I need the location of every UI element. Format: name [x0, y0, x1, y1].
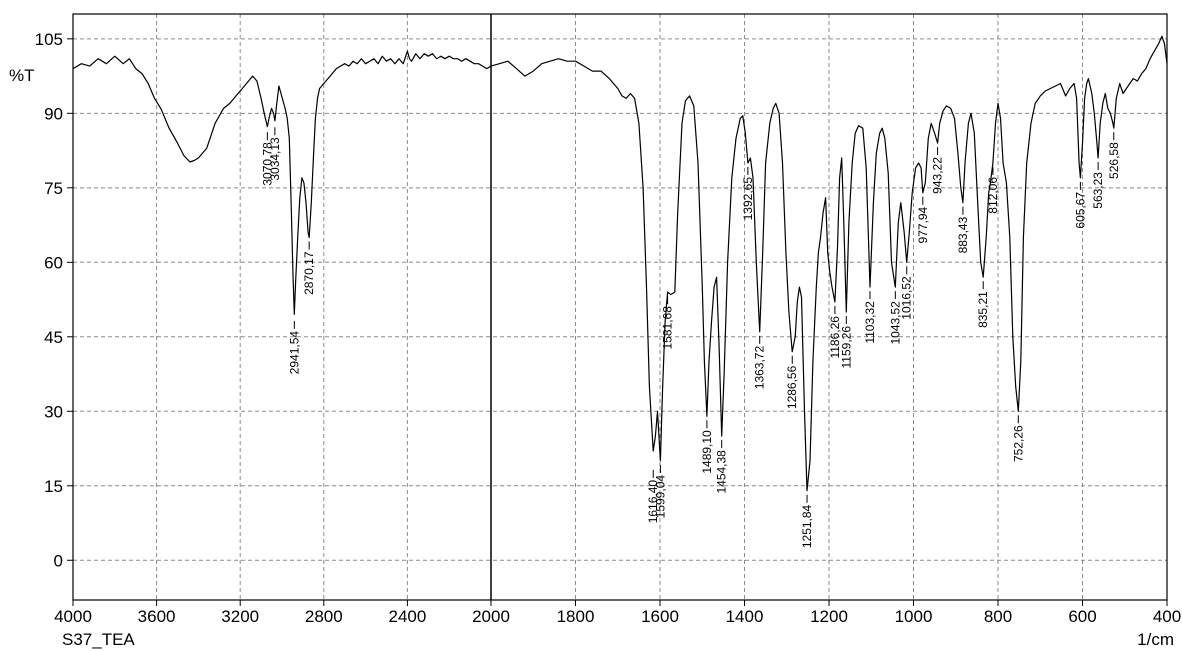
series-layer: [72, 35, 1168, 492]
y-tick-label: 30: [44, 402, 63, 421]
y-tick-label: 75: [44, 179, 63, 198]
peak-label: 1251,84: [800, 504, 814, 548]
peak-label: 835,21: [976, 291, 990, 328]
peak-label: 3034,13: [268, 137, 282, 181]
peak-label: 1392,65: [741, 177, 755, 221]
sample-name: S37_TEA: [62, 630, 135, 649]
x-tick-label: 4000: [54, 607, 92, 626]
x-tick-label: 800: [984, 607, 1012, 626]
x-tick-label: 400: [1153, 607, 1181, 626]
y-tick-label: 15: [44, 477, 63, 496]
peak-label: 1599,04: [653, 475, 667, 519]
x-tick-label: 1000: [895, 607, 933, 626]
x-tick-label: 600: [1068, 607, 1096, 626]
peak-label: 883,43: [956, 216, 970, 253]
peak-label: 1016,52: [900, 276, 914, 320]
peak-label: 943,22: [931, 157, 945, 194]
x-tick-label: 1600: [641, 607, 679, 626]
peak-label: 812,06: [986, 177, 1000, 214]
y-tick-label: 45: [44, 328, 63, 347]
tick-labels: 4000 3600 3200 2800 2400 2000 1800 1600 1400 1200…: [35, 30, 1182, 626]
peak-label: 1454,38: [715, 450, 729, 494]
peak-label: 752,26: [1011, 425, 1025, 462]
y-tick-label: 105: [35, 30, 63, 49]
x-tick-label: 3600: [138, 607, 176, 626]
plot-frame: [72, 13, 1168, 601]
x-tick-label: 1400: [726, 607, 764, 626]
x-tick-label: 2400: [388, 607, 426, 626]
y-tick-label: 60: [44, 253, 63, 272]
peak-label: 1616,40: [646, 480, 660, 524]
peak-label: 1159,26: [839, 326, 853, 369]
peak-label: 1186,26: [828, 316, 842, 359]
peak-label: 2870,17: [302, 251, 316, 295]
x-axis-unit: 1/cm: [1137, 630, 1174, 649]
peak-label: 605,67: [1073, 192, 1087, 229]
x-tick-label: 3200: [221, 607, 259, 626]
peak-label: 563,23: [1091, 172, 1105, 209]
peak-label: 526,58: [1107, 142, 1121, 179]
peak-label: 1581,68: [661, 306, 675, 350]
peak-label: 1103,32: [863, 301, 877, 344]
y-tick-label: 0: [54, 551, 63, 570]
peak-label: 1043,52: [888, 301, 902, 345]
peak-label: 977,94: [916, 206, 930, 243]
peak-label: 1489,10: [700, 430, 714, 474]
peak-label: 1363,72: [753, 346, 767, 390]
peak-label: 2941,54: [287, 331, 301, 375]
spectrum-line: [72, 35, 1168, 492]
x-tick-label: 1200: [810, 607, 848, 626]
y-tick-label: 90: [44, 104, 63, 123]
x-tick-label: 2800: [305, 607, 343, 626]
peak-label: 3070,78: [260, 142, 274, 186]
x-tick-label: 1800: [557, 607, 595, 626]
peak-label: 1286,56: [785, 365, 799, 409]
y-axis-label: %T: [9, 66, 35, 85]
x-tick-label: 2000: [472, 607, 510, 626]
